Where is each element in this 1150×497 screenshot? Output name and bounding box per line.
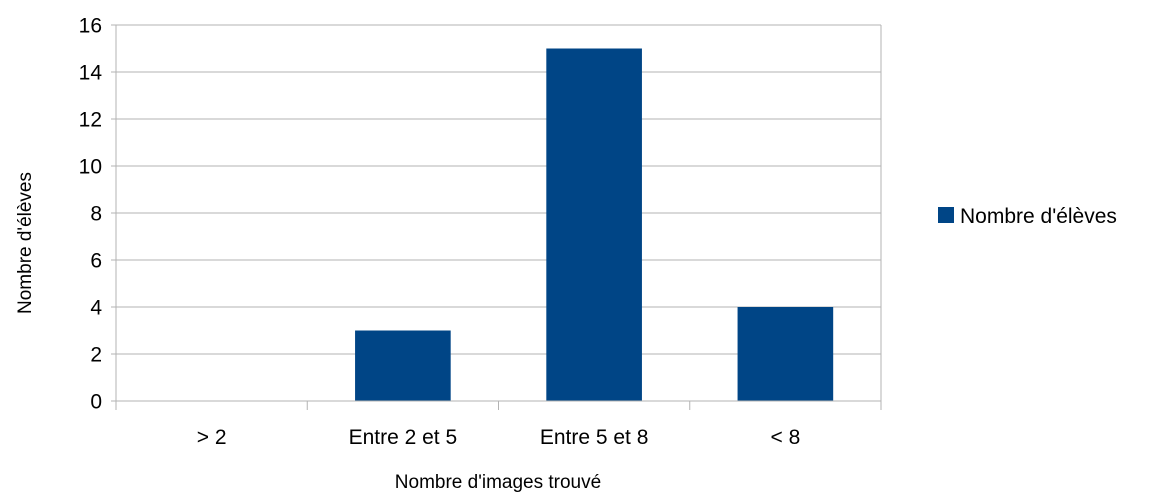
- y-tick-label: 10: [79, 156, 102, 179]
- y-tick-label: 6: [90, 250, 102, 273]
- bar: [737, 307, 834, 401]
- y-tick-label: 12: [79, 109, 102, 132]
- y-axis-title: Nombre d'élèves: [15, 172, 36, 314]
- y-tick-label: 2: [90, 344, 102, 367]
- y-tick-label: 16: [79, 15, 102, 38]
- bar: [355, 330, 451, 401]
- x-tick-label: < 8: [770, 426, 800, 449]
- axes: [111, 24, 882, 410]
- x-tick-label: > 2: [197, 426, 227, 449]
- legend: Nombre d'élèves: [938, 205, 1117, 228]
- y-tick-labels: 0 2 4 6 8 10 12 14 16: [79, 15, 103, 414]
- x-tick-label: Entre 2 et 5: [349, 426, 458, 449]
- bar: [546, 48, 642, 401]
- x-tick-labels: > 2 Entre 2 et 5 Entre 5 et 8 < 8: [197, 426, 801, 449]
- legend-swatch: [938, 207, 954, 223]
- y-tick-label: 14: [79, 62, 103, 85]
- y-tick-label: 0: [90, 391, 102, 414]
- x-axis-title: Nombre d'images trouvé: [395, 472, 601, 493]
- bars: [355, 48, 834, 401]
- gridlines: [116, 24, 881, 355]
- x-tick-label: Entre 5 et 8: [540, 426, 649, 449]
- legend-label: Nombre d'élèves: [960, 205, 1117, 228]
- y-tick-label: 4: [90, 297, 102, 320]
- y-tick-label: 8: [90, 203, 102, 226]
